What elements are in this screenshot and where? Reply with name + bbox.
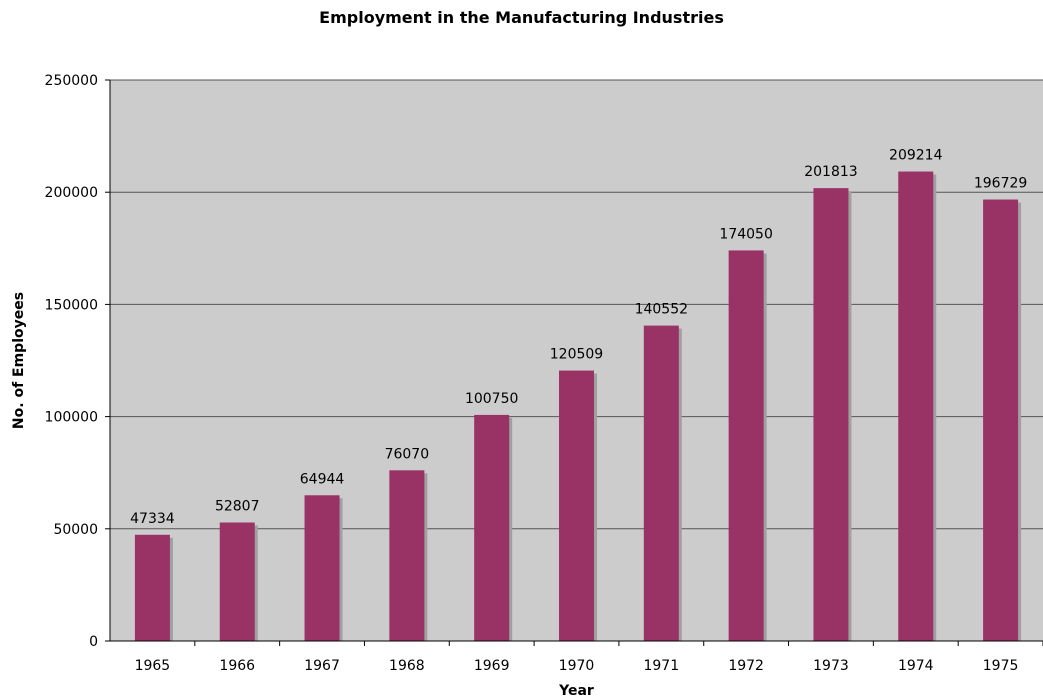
chart-title: Employment in the Manufacturing Industri…: [319, 8, 724, 27]
data-label: 174050: [719, 226, 772, 242]
bars: [134, 171, 1022, 641]
data-label: 47334: [130, 511, 175, 527]
x-tick-label: 1971: [643, 658, 679, 674]
bar-1975: [983, 199, 1019, 641]
x-tick-label: 1965: [135, 658, 171, 674]
bar-1969: [474, 414, 510, 641]
bar-1974: [898, 171, 934, 641]
data-label: 100750: [465, 391, 518, 407]
x-tick-label: 1973: [813, 658, 849, 674]
data-label: 140552: [635, 302, 688, 318]
bar-1968: [389, 470, 425, 641]
data-label: 196729: [974, 176, 1027, 192]
bar-1971: [643, 325, 679, 641]
data-label: 120509: [550, 347, 603, 363]
bar-1972: [728, 250, 764, 641]
bar-1970: [559, 370, 594, 641]
x-tick-label: 1975: [983, 658, 1019, 674]
x-tick-label: 1967: [304, 658, 340, 674]
x-tick-label: 1972: [728, 658, 764, 674]
data-label: 52807: [215, 499, 260, 515]
data-label: 209214: [889, 148, 943, 164]
x-tick-label: 1974: [898, 658, 934, 674]
bar-1973: [813, 188, 849, 641]
bar-1966: [219, 522, 255, 641]
y-tick-label: 150000: [45, 297, 98, 313]
data-labels: 47334 52807 64944 76070 100750 120509 140552 17…: [130, 148, 1027, 527]
y-tick-label: 250000: [45, 73, 98, 89]
x-tick-label: 1968: [389, 658, 425, 674]
y-tick-label: 200000: [45, 185, 98, 201]
y-tick-label: 0: [89, 634, 98, 650]
data-label: 201813: [804, 164, 857, 180]
y-tick-label: 50000: [53, 522, 98, 538]
y-axis-title: No. of Employees: [11, 292, 27, 429]
data-label: 76070: [385, 446, 430, 462]
axes: 0 50000 100000 150000 200000 250000 1965 1966 19…: [45, 73, 1043, 674]
x-tick-label: 1970: [559, 658, 595, 674]
x-tick-label: 1969: [474, 658, 510, 674]
x-tick-label: 1966: [219, 658, 255, 674]
data-label: 64944: [300, 471, 345, 487]
bar-1967: [304, 495, 340, 641]
bar-1965: [134, 534, 170, 641]
x-axis-title: Year: [558, 683, 594, 699]
y-tick-label: 100000: [45, 410, 98, 426]
